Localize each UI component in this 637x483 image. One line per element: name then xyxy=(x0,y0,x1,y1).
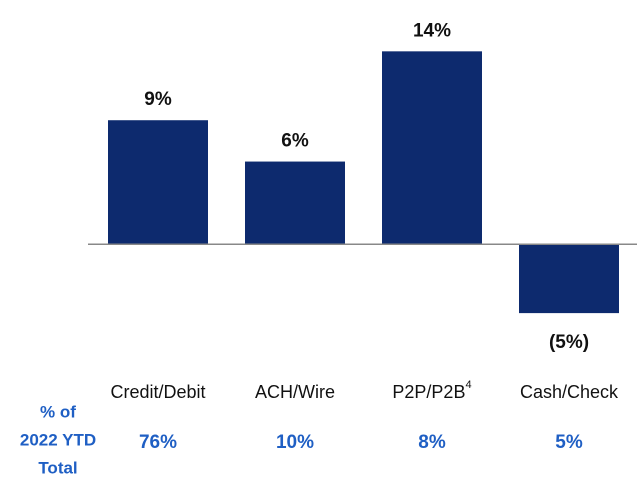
value-label: 14% xyxy=(413,20,451,41)
bar xyxy=(245,161,345,245)
value-label: 6% xyxy=(281,131,309,152)
value-label: 9% xyxy=(144,89,172,110)
category-name: ACH/Wire xyxy=(255,382,335,402)
bar xyxy=(108,120,208,245)
share-value: 76% xyxy=(139,432,177,453)
x-tick-label: Credit/Debit xyxy=(110,382,205,402)
share-row-label: % of xyxy=(40,402,76,421)
value-label: (5%) xyxy=(549,332,589,353)
share-row-label: 2022 YTD xyxy=(20,430,96,449)
category-name: Cash/Check xyxy=(520,382,619,402)
category-name: P2P/P2B xyxy=(392,382,465,402)
x-tick-label: Cash/Check xyxy=(520,382,619,402)
bar xyxy=(519,244,619,314)
x-tick-label: P2P/P2B4 xyxy=(392,379,471,402)
category-name: Credit/Debit xyxy=(110,382,205,402)
share-value: 5% xyxy=(555,432,583,453)
share-row-label: Total xyxy=(38,458,77,477)
x-tick-label: ACH/Wire xyxy=(255,382,335,402)
share-value: 8% xyxy=(418,432,446,453)
share-value: 10% xyxy=(276,432,314,453)
footnote-mark: 4 xyxy=(465,379,471,391)
bar xyxy=(382,51,482,245)
